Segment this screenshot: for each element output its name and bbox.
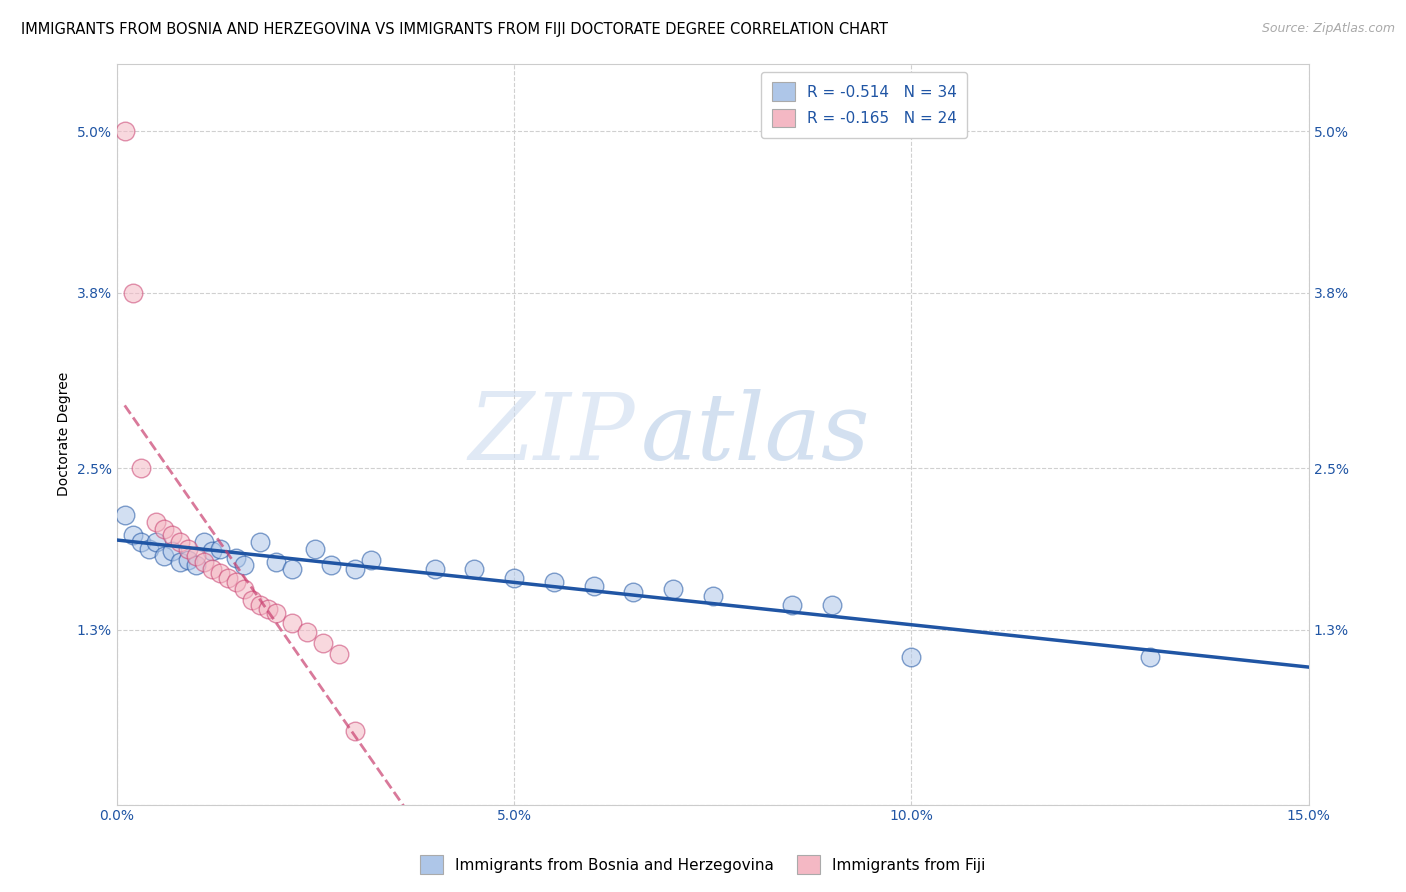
Point [217,571,239,585]
Point [186,558,208,572]
Point [582,580,605,594]
Point [208,541,231,556]
Point [344,723,367,738]
Point [280,562,302,576]
Point [169,535,191,549]
Point [304,541,326,556]
Point [328,647,350,661]
Point [225,551,247,566]
Point [121,285,143,300]
Point [177,541,200,556]
Point [543,575,565,590]
Point [463,562,485,576]
Point [145,535,167,549]
Point [360,552,382,566]
Point [312,636,335,650]
Point [297,625,319,640]
Point [344,562,367,576]
Point [225,575,247,590]
Point [249,535,271,549]
Point [256,602,278,616]
Point [321,558,343,572]
Point [208,566,231,580]
Point [193,535,215,549]
Point [249,599,271,613]
Point [232,582,254,597]
Point [121,528,143,542]
Text: ZIP: ZIP [468,389,636,479]
Point [114,508,136,522]
Point [162,528,184,542]
Point [145,515,167,529]
Legend: Immigrants from Bosnia and Herzegovina, Immigrants from Fiji: Immigrants from Bosnia and Herzegovina, … [415,849,991,880]
Text: atlas: atlas [641,389,870,479]
Text: IMMIGRANTS FROM BOSNIA AND HERZEGOVINA VS IMMIGRANTS FROM FIJI DOCTORATE DEGREE : IMMIGRANTS FROM BOSNIA AND HERZEGOVINA V… [21,22,889,37]
Point [138,541,160,556]
Point [240,593,263,607]
Point [280,615,302,630]
Point [201,562,224,576]
Point [153,522,176,536]
Point [821,599,844,613]
Point [201,544,224,558]
Point [621,585,644,599]
Point [162,544,184,558]
Point [702,589,724,603]
Text: Source: ZipAtlas.com: Source: ZipAtlas.com [1261,22,1395,36]
Point [193,555,215,569]
Point [114,124,136,138]
Point [177,552,200,566]
Legend: R = -0.514   N = 34, R = -0.165   N = 24: R = -0.514 N = 34, R = -0.165 N = 24 [761,71,967,138]
Point [780,599,803,613]
Point [129,535,152,549]
Y-axis label: Doctorate Degree: Doctorate Degree [58,372,72,497]
Point [900,649,922,664]
Point [662,582,685,597]
Point [503,571,526,585]
Point [169,555,191,569]
Point [264,607,287,621]
Point [129,461,152,475]
Point [1139,649,1161,664]
Point [186,549,208,563]
Point [264,555,287,569]
Point [153,549,176,563]
Point [423,562,446,576]
Point [232,558,254,572]
